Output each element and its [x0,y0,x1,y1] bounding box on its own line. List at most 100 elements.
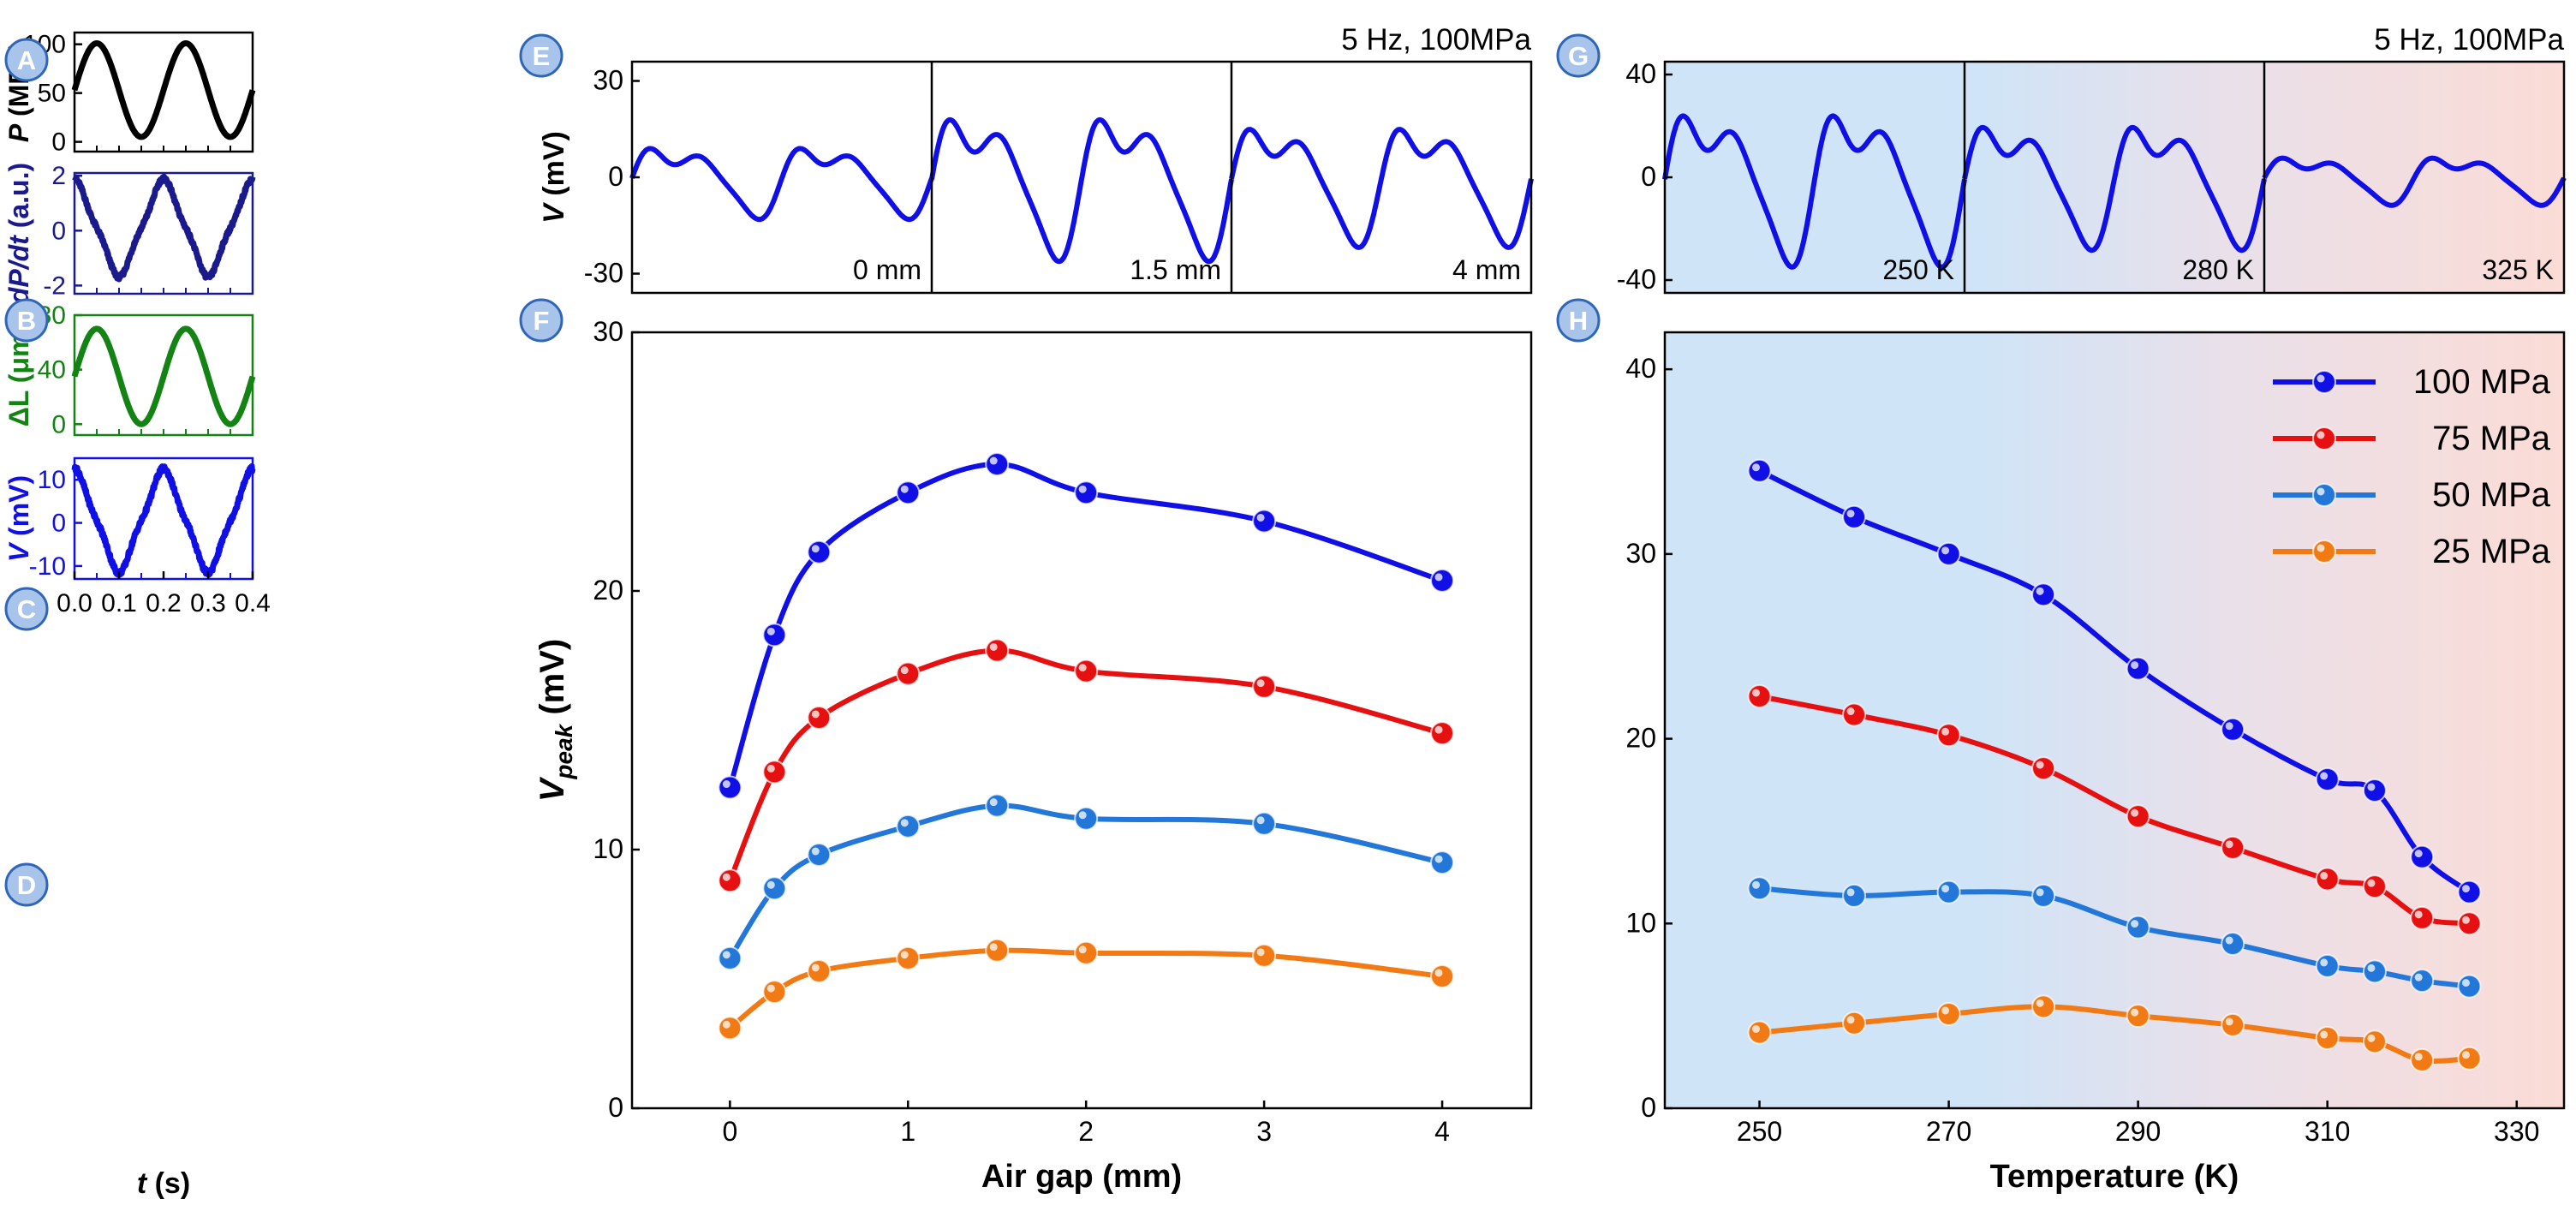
data-point [1747,683,1772,708]
data-point-highlight [2320,872,2329,880]
y-axis-label: V (mV) [3,475,34,562]
data-point-highlight [1846,888,1855,897]
data-point [1430,850,1455,875]
plot-frame [1663,331,2566,1110]
data-point [2221,932,2245,957]
ylabel-unit: (a.u.) [3,163,34,236]
y-tick-label: 40 [38,356,66,385]
x-tick-label: 0.1 [101,589,137,617]
data-point [718,868,742,893]
x-axis-label: Temperature (K) [1990,1159,2239,1195]
data-point-highlight [2036,999,2044,1007]
data-point [985,793,1010,818]
data-point-highlight [2414,973,2423,981]
data-point-highlight [1941,727,1950,736]
ylabel-unit: (mV) [534,639,571,725]
data-point [896,661,921,686]
data-point [2126,656,2150,681]
panel-letter: H [1569,306,1588,336]
data-point-highlight [2461,916,2470,924]
panel-letter: B [17,306,36,336]
data-point-highlight [2036,761,2044,769]
data-point-highlight [2461,979,2470,987]
data-point [1430,568,1455,593]
series-50-mpa [1747,876,2482,999]
data-point [2457,1046,2482,1071]
panel-badge [4,298,49,343]
panel-f: 0 10 20 30 0 1 2 3 4 Air gap (mm) Vpeak (mV) [534,316,1533,1195]
data-point-highlight [1256,816,1265,825]
data-point [2031,994,2056,1019]
series-75-mpa [1747,683,2482,936]
data-point-highlight [1752,463,1761,472]
series-25-mpa [1747,994,2482,1072]
data-point [2362,1029,2387,1054]
ylabel-unit: (mV) [538,131,570,204]
legend-marker [2312,540,2336,564]
oscillation-line [2262,155,2567,208]
data-point [896,814,921,838]
data-point-highlight [1434,855,1443,863]
oscillation-line [1962,124,2267,254]
data-point-highlight [1846,1016,1855,1024]
subpanel-label: 4 mm [1452,254,1521,285]
data-point [2410,1047,2435,1072]
waveform-line [71,462,256,578]
subpanel-label: 250 K [1882,254,1954,285]
legend-marker [2312,370,2336,394]
ylabel-main: V [534,776,571,802]
subpanel-label: 0 mm [853,254,921,285]
oscillation-line [1229,127,1534,250]
data-point [2410,905,2435,930]
data-point [718,1016,742,1041]
data-point [1936,541,1961,566]
data-point [1252,509,1277,534]
y-tick-label: 0 [51,410,66,438]
panel-label-c: C [4,587,49,631]
data-point [2126,1004,2150,1029]
data-point-highlight [1256,948,1265,957]
legend-marker-highlight [2317,374,2325,383]
data-point-highlight [722,780,730,789]
panel-label-h: H [1556,298,1601,343]
y-tick-label: 30 [1625,538,1656,569]
data-point-highlight [1434,573,1443,582]
data-point [1842,883,1867,908]
data-point-highlight [1752,689,1761,697]
subpanel-label: 280 K [2182,254,2254,285]
y-tick-label: 20 [593,575,623,606]
data-point-highlight [1941,546,1950,555]
panel-title: 5 Hz, 100MPa [1341,23,1531,57]
data-point [1074,940,1099,965]
x-tick-label: 0.2 [146,589,182,617]
data-point-highlight [1752,880,1761,889]
ylabel-sub: peak [551,723,577,779]
data-point [1936,880,1961,904]
data-point-highlight [811,963,820,972]
ylabel-italic: V [538,201,570,224]
y-tick-label: 30 [593,65,623,96]
panel-g: 250 K 280 K 325 K -40 0 40 5 Hz, 100MPa [1617,23,2567,295]
data-point [762,760,787,784]
data-point [2457,911,2482,936]
panel-e: 0 mm 1.5 mm 4 mm -30 0 30 5 Hz, 100MPa V (mV) [538,23,1534,295]
legend-marker [2312,427,2336,450]
panel-letter: E [533,41,551,71]
legend-label: 100 MPa [2413,363,2551,401]
data-point [2031,756,2056,781]
data-point-highlight [766,764,775,773]
data-point [896,480,921,505]
y-axis-label: V (mV) [538,131,570,224]
data-point-highlight [900,485,909,493]
data-point [2126,804,2150,829]
data-point-highlight [2036,587,2044,595]
data-point [1747,458,1772,483]
y-tick-label: 0 [51,128,66,157]
data-point-highlight [722,1020,730,1029]
data-point-highlight [2131,661,2139,670]
data-point [2362,959,2387,984]
x-tick-label: 250 [1737,1116,1782,1147]
data-point [2031,883,2056,908]
data-point [1842,504,1867,529]
